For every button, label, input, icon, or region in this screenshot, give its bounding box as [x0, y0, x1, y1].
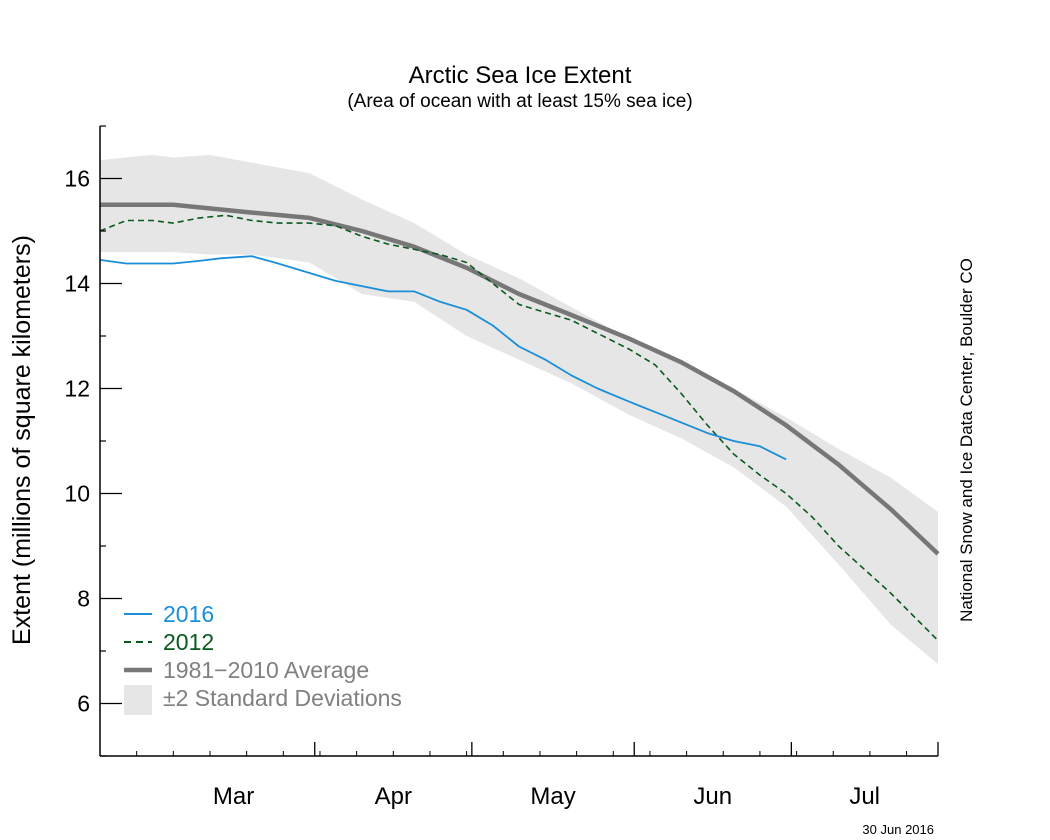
- legend: 2016 2012 1981−2010 Average ±2 Standard …: [124, 601, 402, 715]
- x-tick-label: Mar: [213, 783, 254, 810]
- y-tick-label: 16: [64, 166, 90, 192]
- x-ticks: Mar Apr May Jun Jul: [99, 742, 939, 810]
- y-tick-label: 8: [77, 586, 90, 612]
- series-2016-line: [99, 255, 787, 461]
- std-dev-band: [100, 154, 938, 665]
- std-dev-band-layer: [100, 154, 938, 665]
- y-axis-label: Extent (millions of square kilometers): [8, 235, 36, 645]
- y-tick-label: 6: [77, 691, 90, 717]
- y-tick-label: 10: [64, 481, 90, 507]
- legend-band-swatch: [124, 685, 152, 715]
- legend-2016-label: 2016: [163, 601, 214, 627]
- y-tick-label: 12: [64, 376, 90, 402]
- series-average-line: [100, 202, 940, 556]
- x-tick-label: Jul: [849, 783, 880, 810]
- series-2012-line: [99, 214, 939, 642]
- series-layer: [99, 202, 940, 642]
- date-stamp: 30 Jun 2016: [862, 822, 934, 837]
- legend-average-label: 1981−2010 Average: [163, 657, 369, 683]
- x-tick-label: Apr: [375, 783, 412, 810]
- credit-text: National Snow and Ice Data Center, Bould…: [957, 258, 976, 622]
- chart-title: Arctic Sea Ice Extent: [409, 62, 632, 89]
- legend-band-label: ±2 Standard Deviations: [163, 685, 402, 711]
- y-ticks: 6 8 10 12 14 16: [64, 125, 122, 757]
- x-tick-label: May: [530, 783, 575, 810]
- x-tick-label: Jun: [693, 783, 732, 810]
- legend-2012-label: 2012: [163, 629, 214, 655]
- chart-subtitle: (Area of ocean with at least 15% sea ice…: [347, 91, 692, 112]
- y-tick-label: 14: [64, 271, 90, 297]
